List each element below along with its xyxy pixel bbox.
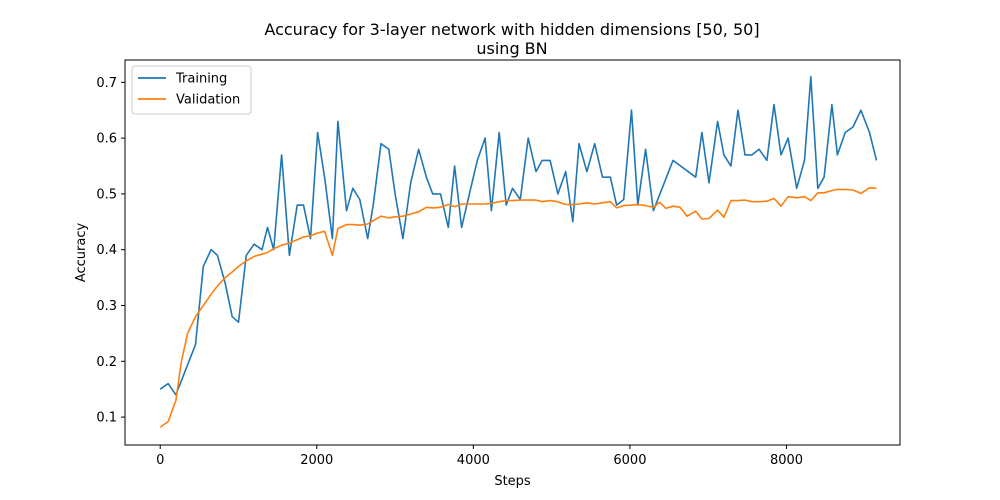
y-tick-label: 0.1 [96,411,117,426]
x-tick-label: 2000 [300,453,333,468]
x-axis-label: Steps [494,474,531,489]
y-tick-label: 0.5 [96,187,117,202]
y-tick-label: 0.4 [96,243,117,258]
y-tick-label: 0.3 [96,299,117,314]
x-tick-label: 8000 [770,453,803,468]
legend: Training Validation [131,65,252,115]
x-tick-label: 4000 [457,453,490,468]
plot-frame [124,59,901,446]
chart-title-line1: Accuracy for 3-layer network with hidden… [264,20,759,39]
x-tick-label: 6000 [613,453,646,468]
chart-title-line2: using BN [476,39,547,58]
y-tick-label: 0.7 [96,76,117,91]
series-line-training [159,75,878,396]
series-layer [159,75,878,428]
y-tick-label: 0.6 [96,132,117,147]
legend-entry: Training [175,72,227,87]
legend-entry: Validation [176,93,240,108]
ticks-layer: 0 2000 4000 6000 8000 0.1 0.2 0.3 0.4 0.5 0.6 0.7 [96,76,803,468]
series-line-validation [159,187,877,428]
x-tick-label: 0 [156,453,164,468]
y-tick-label: 0.2 [96,355,117,370]
y-axis-label: Accuracy [74,223,89,283]
